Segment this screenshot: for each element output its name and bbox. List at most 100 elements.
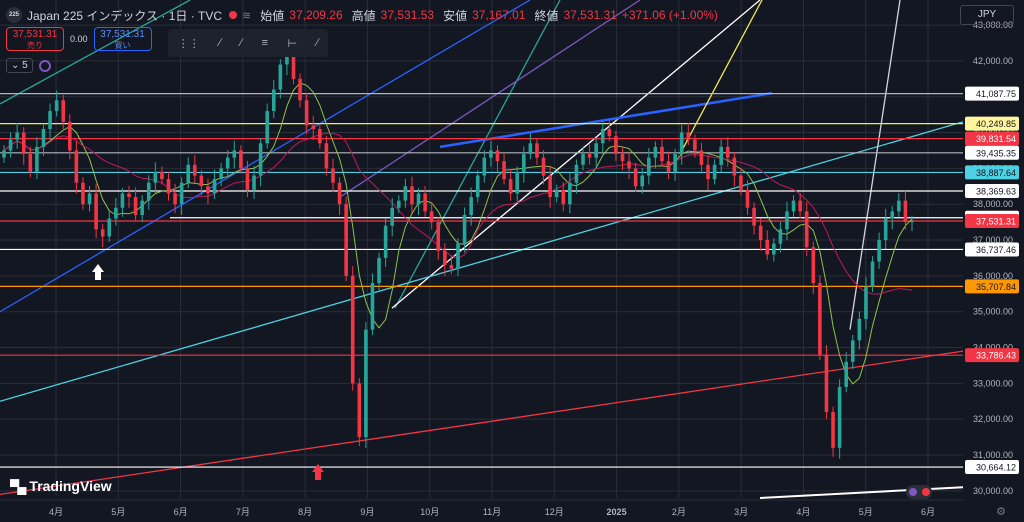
candle-body [160,171,164,180]
candle-body [785,211,789,230]
price-tag-label: 38,887.64 [976,168,1016,178]
candle-body [890,211,895,219]
candle [673,148,677,181]
candle-body [765,240,770,255]
ray-icon[interactable]: ∕ [240,37,243,49]
visibility-icon[interactable]: ≋ [242,9,252,22]
candle-body [239,150,243,169]
candle-body [752,207,756,226]
candle [502,153,506,185]
candle [311,115,316,140]
record-icon[interactable] [921,488,930,496]
candle [640,168,645,194]
price-tag-bg [965,460,1019,475]
parallel-channel-icon[interactable]: ≡ [261,37,269,49]
currency-selector[interactable]: JPY [960,5,1014,25]
candle-body [100,229,105,237]
settings-icon[interactable]: ⚙ [996,506,1006,518]
x-tick-label: 4月 [796,507,810,517]
candle [712,159,717,185]
candle-body [581,154,585,165]
candle [403,178,408,208]
x-tick-label: 2025 [607,507,627,517]
x-tick-label: 3月 [734,507,748,517]
candle [133,187,138,221]
candle [475,170,480,203]
candle [745,180,750,215]
candle-body [831,412,835,448]
candle [870,256,875,292]
trend-line [0,0,191,105]
price-tag-label: 30,664.12 [976,463,1016,473]
x-tick-label: 6月 [174,507,188,517]
horizontal-line-icon[interactable]: ⊢ [287,37,298,50]
candle [344,196,348,282]
candle [489,140,493,167]
candle-body [436,222,441,251]
candle [120,188,125,217]
replay-controls[interactable] [906,485,932,499]
price-tag-label: 39,831.54 [976,134,1016,144]
price-level-tag: 33,786.43 [965,348,1019,363]
extended-line-icon[interactable]: ∕ [316,37,319,49]
candle-body [449,265,454,269]
price-tag-label: 38,369.63 [976,186,1016,196]
candle [87,185,92,212]
candle [699,142,704,174]
candle-body [311,125,316,129]
candle [390,198,394,237]
trend-line [759,486,964,499]
symbol-title[interactable]: Japan 225 インデックス · 1日 · TVC [27,8,223,23]
y-tick-label: 38,000.00 [973,199,1013,209]
candle [357,377,362,447]
candle-body [679,132,684,155]
price-tag-bg [965,131,1019,146]
buy-button[interactable]: 37,531.31 買い [93,27,152,51]
drawing-toolbar: ⋮⋮ ∕ ∕ ≡ ⊢ ∕ [168,29,328,57]
candle-body [706,164,710,180]
indicator-toggle[interactable]: ⌄ 5 [6,58,33,73]
candle-body [739,175,743,190]
candle [318,123,322,149]
price-level-tag: 36,737.46 [965,242,1019,257]
candle [21,127,26,165]
x-tick-label: 2月 [672,507,686,517]
candle [61,94,66,129]
sell-button[interactable]: 37,531.31 売り [6,27,64,51]
candle-body [535,143,539,158]
price-tag-bg [965,279,1019,294]
candle [647,147,651,185]
candle-body [482,157,487,176]
candle-body [146,182,151,201]
candle-body [377,257,381,284]
candle [706,155,710,190]
drag-handle-icon[interactable]: ⋮⋮ [177,37,200,50]
candle-body [772,243,776,255]
candle [758,218,763,251]
candle [515,166,520,203]
price-tag-bg [965,214,1019,229]
candle [535,137,539,165]
candle-body [587,154,592,158]
trend-line-icon[interactable]: ∕ [219,37,221,49]
indicator-settings-icon[interactable] [38,59,51,72]
candle [778,221,783,253]
candle-body [219,168,223,180]
price-tag-label: 39,435.35 [976,148,1016,158]
candle-body [489,150,493,158]
price-level-tag: 40,249.85 [965,116,1019,131]
candle-body [423,193,427,212]
candle-body [21,132,26,155]
candle-body [574,164,579,183]
y-tick-label: 37,000.00 [973,235,1013,245]
tradingview-logo[interactable]: ▀▄ TradingView [10,478,112,494]
candle-body [278,64,283,90]
sell-label: 売り [27,41,43,50]
replay-icon[interactable] [908,488,917,496]
chart-header: 225 Japan 225 インデックス · 1日 · TVC ≋ 始値 37,2… [6,5,718,25]
candle-body [541,157,546,176]
candle-body [857,318,862,341]
candle-body [225,157,230,169]
price-tag-label: 41,087.75 [976,89,1016,99]
